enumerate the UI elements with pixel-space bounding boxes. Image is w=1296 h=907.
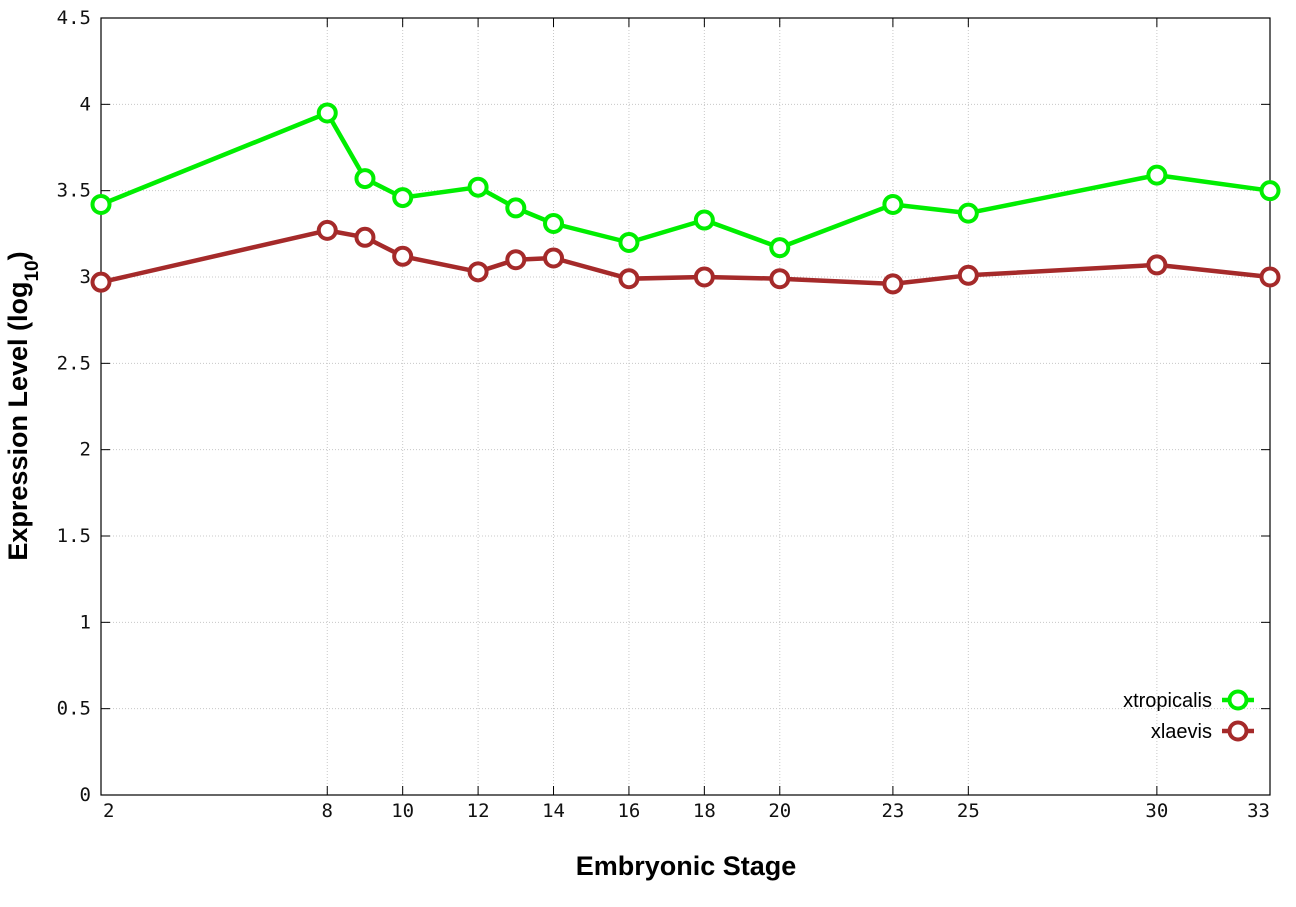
data-point-xlaevis [618, 268, 640, 290]
data-point-xlaevis [693, 266, 715, 288]
x-tick-label: 23 [881, 800, 904, 822]
data-point-xtropicalis [316, 102, 338, 124]
x-tick-label: 33 [1247, 800, 1270, 822]
y-tick-label: 3.5 [57, 180, 91, 202]
data-point-xlaevis [882, 273, 904, 295]
data-point-xtropicalis [693, 209, 715, 231]
data-point-xlaevis [957, 264, 979, 286]
data-point-xlaevis [1259, 266, 1281, 288]
x-tick-label: 14 [542, 800, 565, 822]
y-axis-title-main: Expression Level (log [3, 282, 33, 561]
y-tick-label: 0.5 [57, 698, 91, 720]
grid [101, 18, 1270, 795]
series-line-xlaevis [100, 228, 1271, 287]
data-point-xtropicalis [1259, 180, 1281, 202]
y-tick-label: 3 [80, 266, 91, 288]
series-xlaevis [90, 219, 1281, 295]
y-tick-label: 0 [80, 784, 91, 806]
data-point-xtropicalis [505, 197, 527, 219]
data-point-xtropicalis [769, 237, 791, 259]
y-tick-label: 2 [80, 439, 91, 461]
x-tick-label: 8 [322, 800, 333, 822]
legend-marker [1227, 689, 1249, 711]
x-tick-label: 30 [1145, 800, 1168, 822]
y-tick-label: 1 [80, 611, 91, 633]
axis-ticks: 0 0.5 1 1.5 2 2.5 3 3.5 4 4.5 2 8 10 12 14 16 18 20 23 25 30… [57, 7, 1271, 822]
data-point-xtropicalis [354, 168, 376, 190]
legend-label: xlaevis [1151, 721, 1212, 743]
legend-item-xtropicalis: xtropicalis [1123, 689, 1254, 712]
y-axis-title-close: ) [3, 251, 33, 260]
data-point-xlaevis [354, 226, 376, 248]
legend: xtropicalis xlaevis [1123, 689, 1254, 743]
data-point-xtropicalis [882, 193, 904, 215]
data-point-xtropicalis [467, 176, 489, 198]
data-point-xtropicalis [618, 231, 640, 253]
data-point-xlaevis [467, 261, 489, 283]
series-xtropicalis [90, 102, 1281, 259]
data-point-xlaevis [90, 271, 112, 293]
x-tick-label: 2 [103, 800, 114, 822]
x-tick-label: 20 [768, 800, 791, 822]
x-tick-label: 18 [693, 800, 716, 822]
data-point-xlaevis [769, 268, 791, 290]
data-point-xlaevis [1146, 254, 1168, 276]
data-point-xlaevis [543, 247, 565, 269]
y-axis-title-subscript: 10 [22, 260, 43, 281]
x-tick-label: 16 [617, 800, 640, 822]
x-tick-label: 25 [957, 800, 980, 822]
x-tick-label: 12 [467, 800, 490, 822]
plot-area-border [100, 17, 1271, 796]
series-line-xtropicalis [100, 110, 1271, 250]
x-tick-label: 10 [391, 800, 414, 822]
data-point-xlaevis [505, 249, 527, 271]
data-point-xtropicalis [392, 187, 414, 209]
series-group [90, 102, 1281, 295]
y-tick-label: 2.5 [57, 352, 91, 374]
y-tick-label: 1.5 [57, 525, 91, 547]
legend-item-xlaevis: xlaevis [1151, 720, 1254, 743]
data-point-xtropicalis [957, 202, 979, 224]
legend-label: xtropicalis [1123, 690, 1212, 712]
data-point-xtropicalis [543, 212, 565, 234]
x-axis-title: Embryonic Stage [576, 851, 797, 881]
data-point-xtropicalis [1146, 164, 1168, 186]
data-point-xtropicalis [90, 193, 112, 215]
data-point-xlaevis [316, 219, 338, 241]
y-tick-label: 4.5 [57, 7, 91, 29]
y-axis-title: Expression Level (log10) [3, 251, 43, 560]
y-tick-label: 4 [80, 93, 91, 115]
legend-marker [1227, 720, 1249, 742]
data-point-xlaevis [392, 245, 414, 267]
